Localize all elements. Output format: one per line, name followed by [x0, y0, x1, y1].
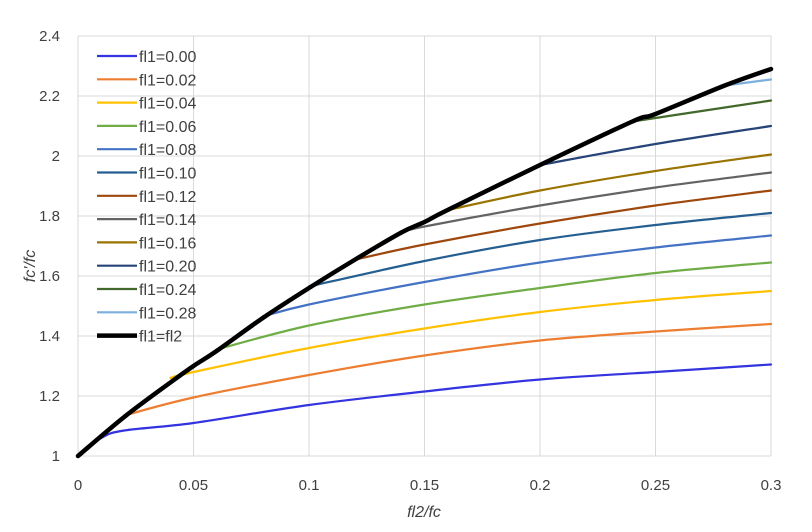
series-layer [75, 66, 774, 459]
y-tick-label: 2.4 [39, 28, 60, 45]
y-tick-label: 1.6 [39, 268, 60, 285]
x-tick-label: 0 [74, 477, 82, 494]
y-tick-label: 1.4 [39, 328, 60, 345]
legend-label: fl1=0.02 [139, 72, 196, 89]
series-line-6 [354, 189, 773, 261]
legend-label: fl1=0.28 [139, 305, 196, 322]
x-tick-label: 0.25 [641, 477, 670, 494]
series-line-5 [307, 211, 773, 288]
legend-label: fl1=0.14 [139, 212, 196, 229]
x-tick-label: 0.2 [530, 477, 551, 494]
series-line-1 [123, 322, 773, 417]
legend-label: fl1=0.20 [139, 259, 196, 276]
x-tick-label: 0.1 [299, 477, 320, 494]
y-tick-label: 2 [52, 148, 60, 165]
series-line-7 [400, 171, 773, 234]
x-tick-label: 0.3 [761, 477, 782, 494]
series-line-9 [538, 124, 773, 167]
series-line-10 [631, 99, 773, 123]
x-axis-title: fl2/fc [407, 504, 441, 521]
series-line-8 [446, 153, 773, 212]
legend-label: fl1=0.24 [139, 282, 196, 299]
y-tick-label: 2.2 [39, 88, 60, 105]
legend-label: fl1=0.10 [139, 166, 196, 183]
legend-label: fl1=0.08 [139, 142, 196, 159]
legend-label: fl1=0.16 [139, 235, 196, 252]
series-line-12 [75, 66, 774, 459]
y-tick-label: 1.8 [39, 208, 60, 225]
tick-label-layer: 1 1.2 1.4 1.6 1.8 2 2.2 2.4 0 0.05 0.1 0.15 0.2 0.25 0… [39, 28, 781, 494]
x-tick-label: 0.05 [179, 477, 208, 494]
legend-label: fl1=0.00 [139, 49, 196, 66]
legend-label: fl1=0.06 [139, 119, 196, 136]
grid-layer [77, 35, 772, 457]
legend-label: fl1=0.04 [139, 96, 196, 113]
series-line-2 [169, 289, 773, 380]
series-line-3 [215, 261, 773, 351]
legend-label: fl1=fl2 [139, 329, 182, 346]
y-axis-title: fc'/fc [22, 250, 39, 282]
legend: fl1=0.00 fl1=0.02 fl1=0.04 fl1=0.06 fl1=0.08… [97, 49, 196, 346]
y-tick-label: 1 [52, 448, 60, 465]
y-tick-label: 1.2 [39, 388, 60, 405]
series-line-0 [76, 363, 773, 458]
legend-label: fl1=0.12 [139, 189, 196, 206]
x-tick-label: 0.15 [410, 477, 439, 494]
series-line-4 [261, 234, 773, 318]
